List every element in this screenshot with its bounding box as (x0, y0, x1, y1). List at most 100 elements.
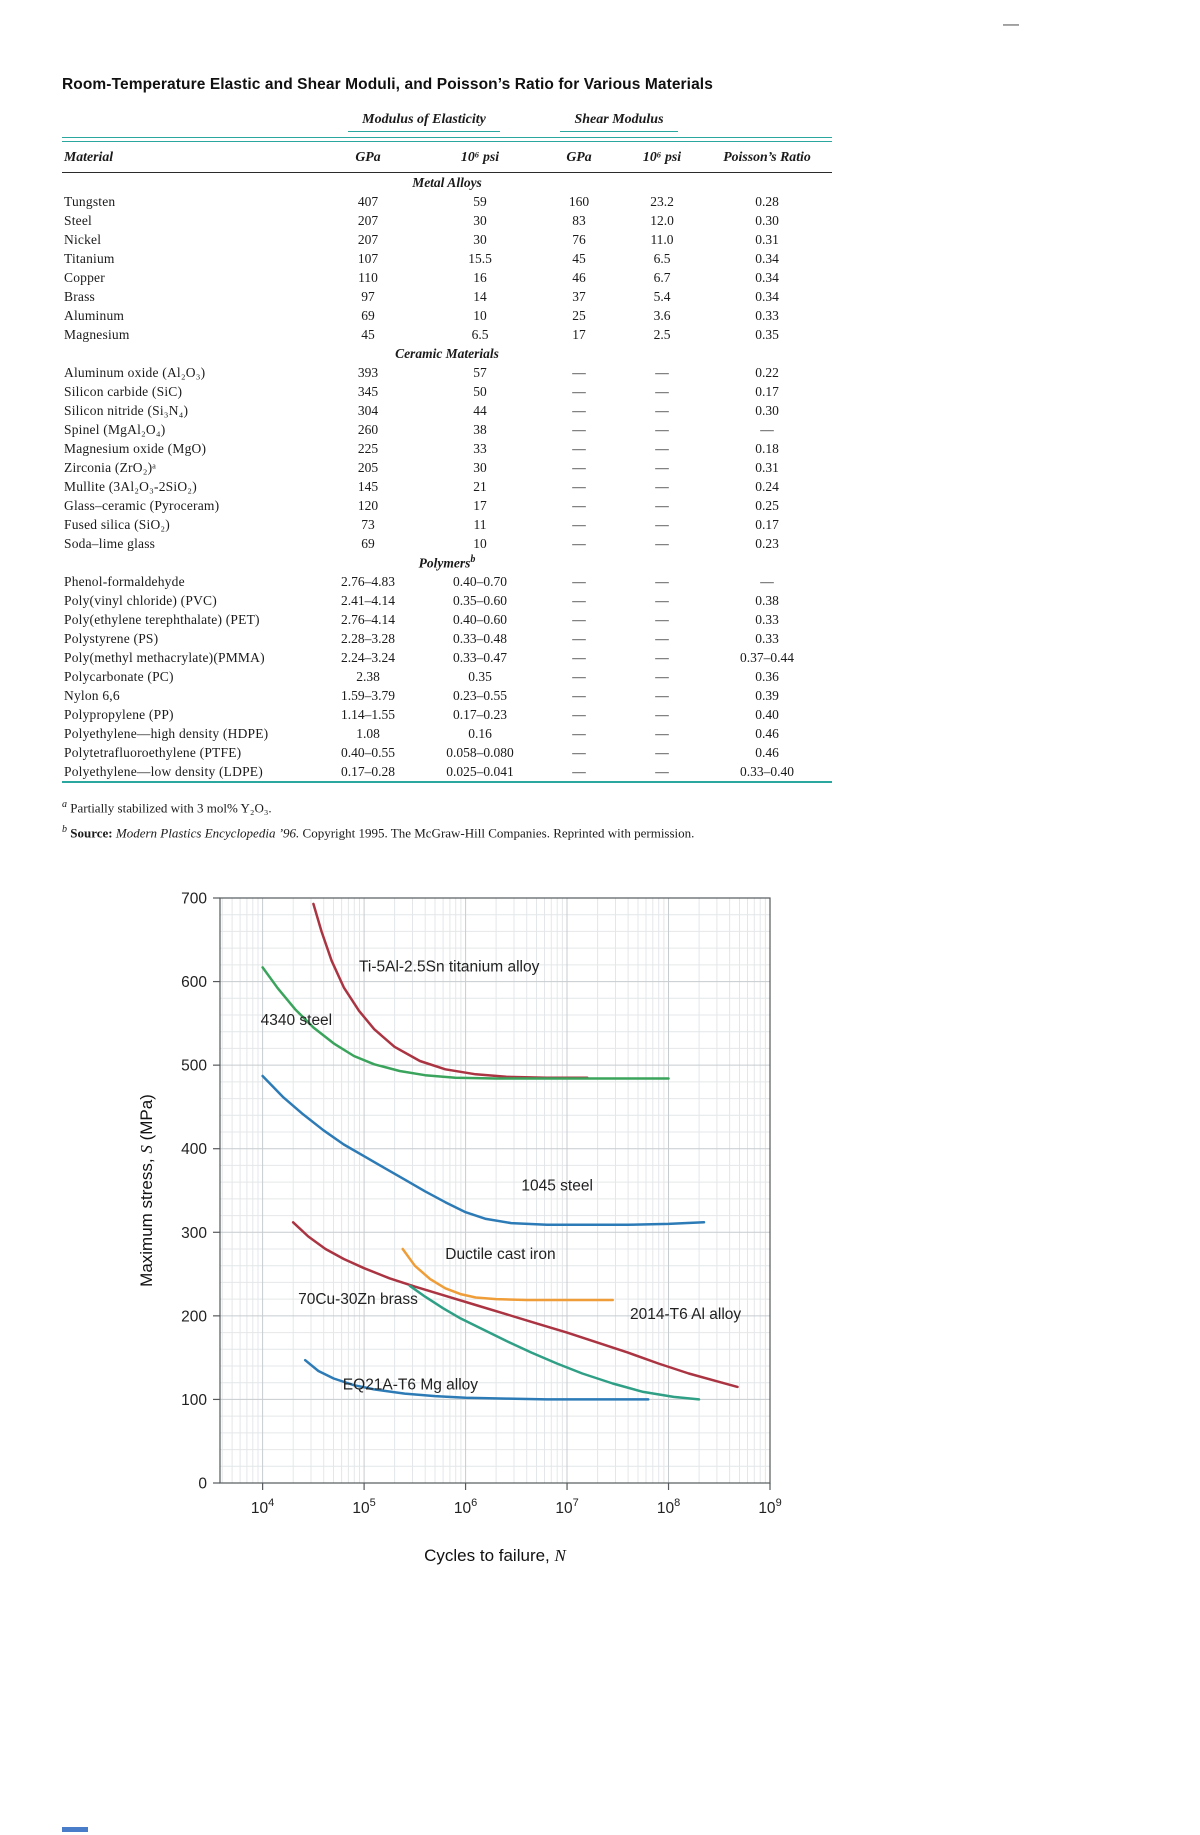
column-header-gpa-elastic: GPa (312, 141, 424, 173)
material-name-cell: Aluminum oxide (Al₂O₃) (64, 364, 206, 380)
value-cell: 260 (357, 421, 379, 437)
value-cell: 0.33 (755, 611, 779, 627)
x-tick-label: 109 (758, 1497, 781, 1517)
value-cell: 16 (473, 269, 487, 285)
material-row: Magnesium oxide (MgO) 225 33 — — 0.18 (62, 439, 832, 458)
material-row: Magnesium 45 6.5 17 2.5 0.35 (62, 325, 832, 344)
material-name-cell: Zirconia (ZrO₂)ᵃ (64, 459, 157, 475)
material-row: Phenol-formaldehyde 2.76–4.83 0.40–0.70 — — — (62, 572, 832, 591)
value-cell: 15.5 (468, 250, 492, 266)
material-name-cell: Soda–lime glass (64, 535, 156, 551)
x-axis-title: Cycles to failure, N (424, 1546, 567, 1565)
sn-fatigue-chart-container: 104 105 106 107 108 109 0 100 200 300 400 500 600 700… (118, 878, 842, 1578)
chart-grid (220, 898, 770, 1483)
group-header-row: Modulus of Elasticity Shear Modulus (62, 106, 832, 138)
section-header-row: Metal Alloys (62, 173, 832, 193)
value-cell: 0.37–0.44 (740, 649, 794, 665)
value-cell: 0.36 (755, 668, 779, 684)
material-row: Mullite (3Al₂O₃-2SiO₂) 145 21 — — 0.24 (62, 477, 832, 496)
value-cell: 0.31 (755, 459, 779, 475)
value-cell: 45 (361, 326, 375, 342)
value-cell: 1.59–3.79 (341, 687, 395, 703)
plot-border (219, 897, 771, 1484)
material-row: Aluminum oxide (Al₂O₃) 393 57 — — 0.22 (62, 363, 832, 382)
value-cell: 0.30 (755, 212, 779, 228)
material-row: Polytetrafluoroethylene (PTFE) 0.40–0.55 0… (62, 743, 832, 762)
footnote-b: b Source: Modern Plastics Encyclopedia ’… (62, 821, 762, 842)
spacer-cell (702, 106, 832, 138)
value-cell: 207 (357, 231, 379, 247)
value-cell: 0.16 (468, 725, 492, 741)
value-cell: 145 (357, 478, 379, 494)
section-header-row: Polymersb (62, 553, 832, 572)
material-name-cell: Poly(methyl methacrylate)(PMMA) (64, 649, 265, 665)
value-cell: — (572, 402, 586, 418)
value-cell: 0.23 (755, 535, 779, 551)
value-cell: 0.35 (468, 668, 492, 684)
value-cell: — (760, 573, 774, 589)
value-cell: 0.17 (755, 383, 779, 399)
value-cell: 0.33 (755, 630, 779, 646)
double-rule (62, 137, 832, 142)
column-header-material: Material (62, 141, 312, 173)
value-cell: — (655, 630, 669, 646)
material-row: Silicon carbide (SiC) 345 50 — — 0.17 (62, 382, 832, 401)
curve-70cu-30zn-brass (408, 1284, 701, 1401)
value-cell: — (655, 744, 669, 760)
y-tick-label: 0 (198, 1476, 207, 1493)
value-cell: 0.46 (755, 744, 779, 760)
y-tick-label: 100 (181, 1392, 207, 1409)
value-cell: 0.33–0.40 (740, 763, 794, 779)
curve-label-4340-steel: 4340 steel (261, 1012, 333, 1029)
value-cell: 17 (572, 326, 586, 342)
material-name-cell: Tungsten (64, 193, 116, 209)
value-cell: — (572, 744, 586, 760)
y-tick-label: 400 (181, 1141, 207, 1158)
value-cell: — (572, 630, 586, 646)
value-cell: — (655, 649, 669, 665)
value-cell: 69 (361, 535, 375, 551)
material-name-cell: Magnesium oxide (MgO) (64, 440, 207, 456)
value-cell: 0.17 (755, 516, 779, 532)
value-cell: 0.058–0.080 (446, 744, 514, 760)
value-cell: — (572, 516, 586, 532)
x-tick-label: 108 (657, 1497, 680, 1517)
footnote-a-text: Partially stabilized with 3 mol% Y₂O₃. (70, 800, 272, 816)
material-row: Polyethylene—high density (HDPE) 1.08 0.16… (62, 724, 832, 743)
section-header-cell: Metal Alloys (62, 173, 832, 193)
material-row: Zirconia (ZrO₂)ᵃ 205 30 — — 0.31 (62, 458, 832, 477)
value-cell: 0.22 (755, 364, 779, 380)
value-cell: — (655, 440, 669, 456)
value-cell: — (655, 687, 669, 703)
material-row: Poly(ethylene terephthalate) (PET) 2.76–4… (62, 610, 832, 629)
value-cell: 0.34 (755, 269, 779, 285)
value-cell: 207 (357, 212, 379, 228)
value-cell: 12.0 (650, 212, 674, 228)
y-tick-label: 200 (181, 1308, 207, 1325)
material-name-cell: Fused silica (SiO₂) (64, 516, 170, 532)
group-header-shear-modulus: Shear Modulus (560, 112, 678, 132)
value-cell: — (655, 497, 669, 513)
material-name-cell: Titanium (64, 250, 115, 266)
curve-ti-5al-2-5sn-titanium (312, 902, 589, 1079)
value-cell: — (655, 725, 669, 741)
value-cell: 2.28–3.28 (341, 630, 395, 646)
value-cell: — (572, 725, 586, 741)
value-cell: 0.35–0.60 (453, 592, 507, 608)
column-header-row: Material GPa 10⁶ psi GPa 10⁶ psi Poisson… (62, 141, 832, 173)
curve-label-1045-steel: 1045 steel (521, 1178, 593, 1195)
value-cell: — (572, 383, 586, 399)
material-name-cell: Nickel (64, 231, 102, 247)
group-header-cell: Modulus of Elasticity (312, 106, 536, 138)
value-cell: 0.18 (755, 440, 779, 456)
section-header-cell: Polymersb (62, 553, 832, 572)
y-tick-label: 700 (181, 891, 207, 908)
section-title: Metal Alloys (412, 174, 482, 190)
value-cell: 0.17–0.23 (453, 706, 507, 722)
page-bottom-artifact (62, 1827, 88, 1832)
material-row: Glass–ceramic (Pyroceram) 120 17 — — 0.25 (62, 496, 832, 515)
value-cell: — (655, 611, 669, 627)
table-title: Room-Temperature Elastic and Shear Modul… (62, 76, 713, 93)
material-row: Polyethylene—low density (LDPE) 0.17–0.28… (62, 762, 832, 782)
